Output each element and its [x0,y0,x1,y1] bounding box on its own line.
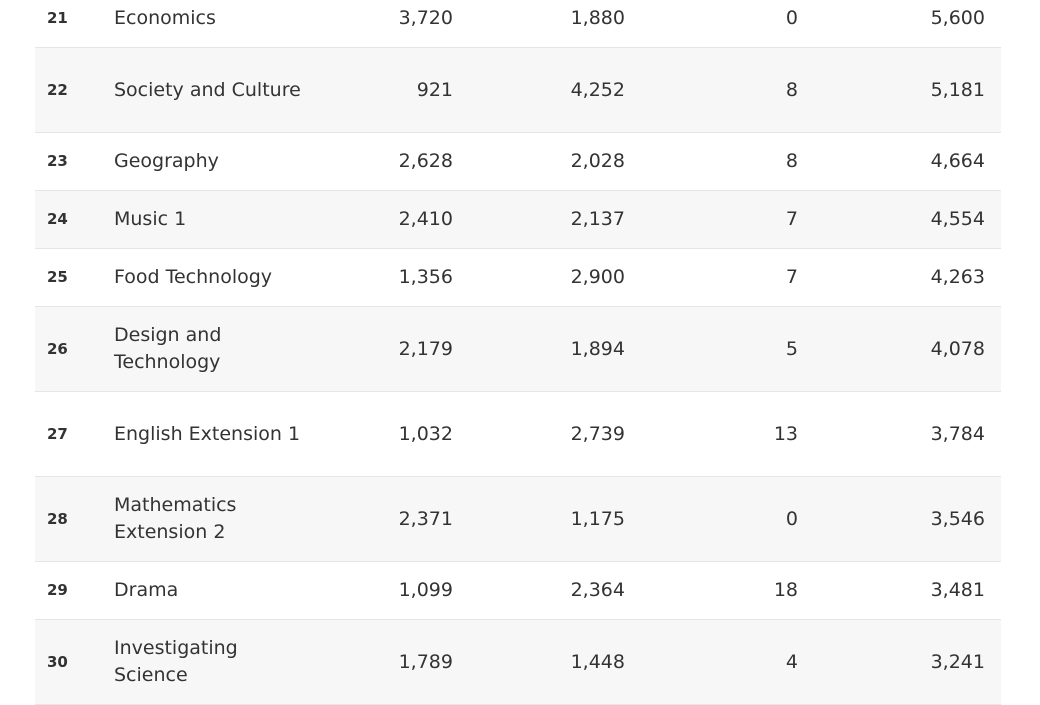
value-cell: 2,364 [570,579,625,601]
total-cell: 3,241 [930,650,985,673]
subject-cell: Drama [114,579,179,601]
table-row: 26 Design and Technology 2,179 1,894 5 4… [35,307,1001,392]
rank-cell: 30 [47,652,68,671]
total-cell: 4,554 [930,208,985,230]
value-cell: 2,628 [398,150,453,172]
rank-cell: 23 [47,152,68,170]
table-row: 28 Mathematics Extension 2 2,371 1,175 0… [35,477,1001,562]
subject-cell: English Extension 1 [114,422,301,445]
total-cell: 3,481 [930,579,985,601]
value-cell: 8 [785,78,798,101]
total-cell: 4,078 [930,337,985,360]
value-cell: 2,410 [398,208,453,230]
table-row: 22 Society and Culture 921 4,252 8 5,181 [35,48,1001,133]
data-table: 21 Economics 3,720 1,880 0 5,600 22 Soci… [35,0,1001,705]
value-cell: 18 [773,579,798,601]
rank-cell: 26 [47,339,68,358]
value-cell: 1,032 [398,422,453,445]
value-cell: 7 [785,266,798,288]
table-row: 23 Geography 2,628 2,028 8 4,664 [35,133,1001,191]
value-cell: 2,028 [570,150,625,172]
subject-cell: Food Technology [114,266,273,288]
table-row: 25 Food Technology 1,356 2,900 7 4,263 [35,249,1001,307]
value-cell: 1,880 [570,7,625,29]
table-row: 29 Drama 1,099 2,364 18 3,481 [35,562,1001,620]
table-row: 21 Economics 3,720 1,880 0 5,600 [35,0,1001,48]
value-cell: 2,137 [570,208,625,230]
subject-cell: Economics [114,7,216,29]
total-cell: 3,546 [930,507,985,530]
subject-cell: Society and Culture [114,78,301,101]
table-row: 30 Investigating Science 1,789 1,448 4 3… [35,620,1001,705]
value-cell: 2,900 [570,266,625,288]
rank-cell: 29 [47,581,68,599]
subject-cell: Mathematics Extension 2 [114,494,237,543]
value-cell: 2,739 [570,422,625,445]
value-cell: 2,371 [398,507,453,530]
value-cell: 3,720 [398,7,453,29]
table-row: 24 Music 1 2,410 2,137 7 4,554 [35,191,1001,249]
subject-cell: Geography [114,150,219,172]
subject-cell: Design and Technology [114,324,222,373]
total-cell: 3,784 [930,422,985,445]
rank-cell: 25 [47,268,68,286]
total-cell: 5,181 [930,78,985,101]
rank-cell: 24 [47,210,68,228]
rank-cell: 21 [47,9,68,27]
value-cell: 1,789 [398,650,453,673]
value-cell: 0 [785,507,798,530]
value-cell: 1,099 [398,579,453,601]
value-cell: 13 [773,422,798,445]
value-cell: 5 [785,337,798,360]
total-cell: 4,664 [930,150,985,172]
rank-cell: 27 [47,424,68,443]
value-cell: 8 [785,150,798,172]
value-cell: 2,179 [398,337,453,360]
rank-cell: 22 [47,80,68,99]
value-cell: 1,894 [570,337,625,360]
value-cell: 1,448 [570,650,625,673]
value-cell: 7 [785,208,798,230]
subject-cell: Investigating Science [114,637,238,686]
subject-cell: Music 1 [114,208,187,230]
value-cell: 921 [416,78,453,101]
value-cell: 1,356 [398,266,453,288]
total-cell: 5,600 [930,7,985,29]
value-cell: 4 [785,650,798,673]
value-cell: 1,175 [570,507,625,530]
value-cell: 0 [785,7,798,29]
rank-cell: 28 [47,509,68,528]
table-row: 27 English Extension 1 1,032 2,739 13 3,… [35,392,1001,477]
total-cell: 4,263 [930,266,985,288]
value-cell: 4,252 [570,78,625,101]
